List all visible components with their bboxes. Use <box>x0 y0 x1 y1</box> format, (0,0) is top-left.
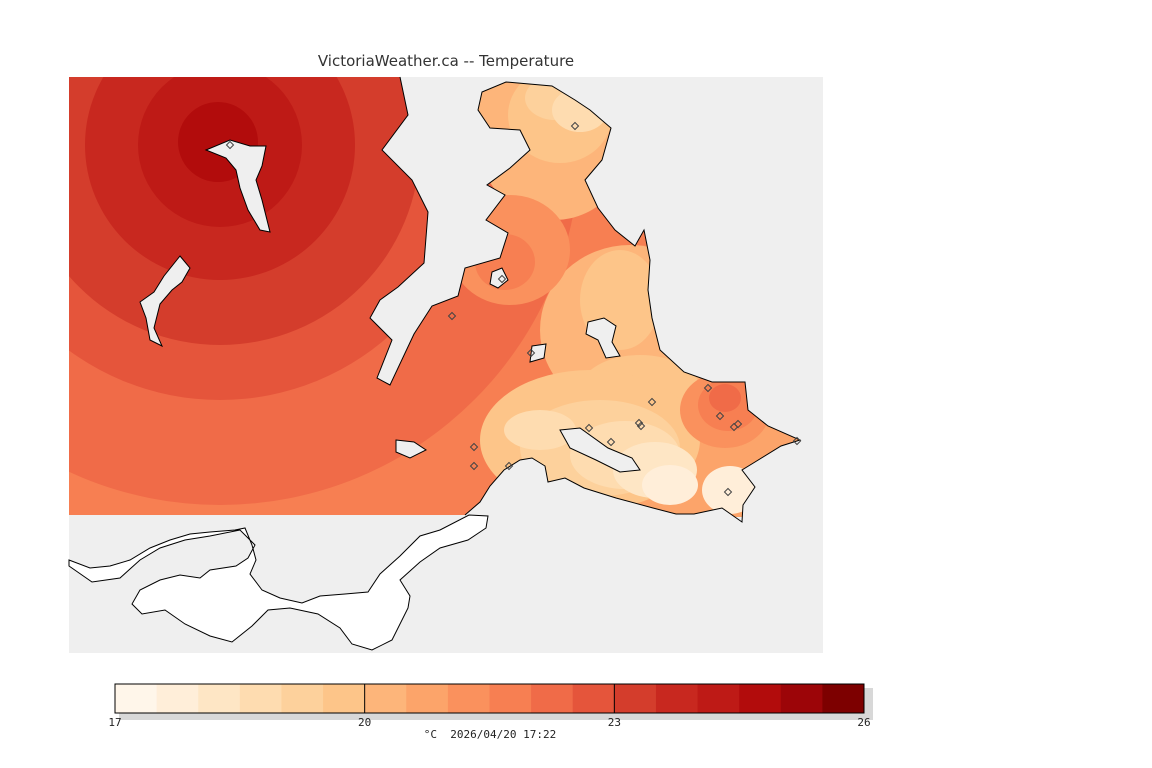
legend-bin <box>572 684 615 713</box>
station-marker-icon[interactable] <box>647 397 657 407</box>
station-marker-icon[interactable] <box>584 423 594 433</box>
station-marker-icon[interactable] <box>447 311 457 321</box>
legend-bin <box>780 684 823 713</box>
legend-ticks <box>114 684 865 713</box>
legend-bin <box>531 684 574 713</box>
station-marker-icon[interactable] <box>634 418 644 428</box>
station-marker-icon[interactable] <box>469 461 479 471</box>
station-marker-icon[interactable] <box>792 436 802 446</box>
station-marker-icon[interactable] <box>733 419 743 429</box>
legend-bin <box>655 684 699 713</box>
legend-bin <box>198 684 241 713</box>
coastline-main <box>369 76 802 523</box>
station-marker-icon[interactable] <box>497 274 507 284</box>
us-land-region <box>68 514 489 651</box>
legend-bin <box>447 684 490 713</box>
legend-bin <box>406 684 449 713</box>
legend-tick-label: 23 <box>607 716 621 729</box>
station-marker-icon[interactable] <box>715 411 725 421</box>
station-marker-icon[interactable] <box>636 421 646 431</box>
station-marker-icon[interactable] <box>469 442 479 452</box>
legend-bin <box>281 684 324 713</box>
legend-tick-label: 17 <box>108 716 122 729</box>
station-marker-icon[interactable] <box>606 437 616 447</box>
legend-tick-label: 26 <box>857 716 871 729</box>
legend-caption: °C 2026/04/20 17:22 <box>423 728 557 741</box>
station-marker-icon[interactable] <box>504 461 514 471</box>
station-markers <box>225 121 802 497</box>
station-marker-icon[interactable] <box>723 487 733 497</box>
legend-bin <box>697 684 740 713</box>
legend-bin <box>239 684 282 713</box>
station-marker-icon[interactable] <box>570 121 580 131</box>
legend-bin <box>614 684 657 713</box>
legend-bin <box>489 684 532 713</box>
legend-bin <box>115 684 158 713</box>
legend-bin <box>822 684 865 713</box>
legend-tick-label: 20 <box>358 716 372 729</box>
legend-bin <box>364 684 407 713</box>
map-title: VictoriaWeather.ca -- Temperature <box>317 52 575 70</box>
legend-bin <box>739 684 782 713</box>
legend-bins <box>115 684 865 713</box>
station-marker-icon[interactable] <box>526 348 536 358</box>
station-marker-icon[interactable] <box>703 383 713 393</box>
legend-bin <box>156 684 199 713</box>
station-marker-icon[interactable] <box>225 140 235 150</box>
legend-bin <box>323 684 366 713</box>
